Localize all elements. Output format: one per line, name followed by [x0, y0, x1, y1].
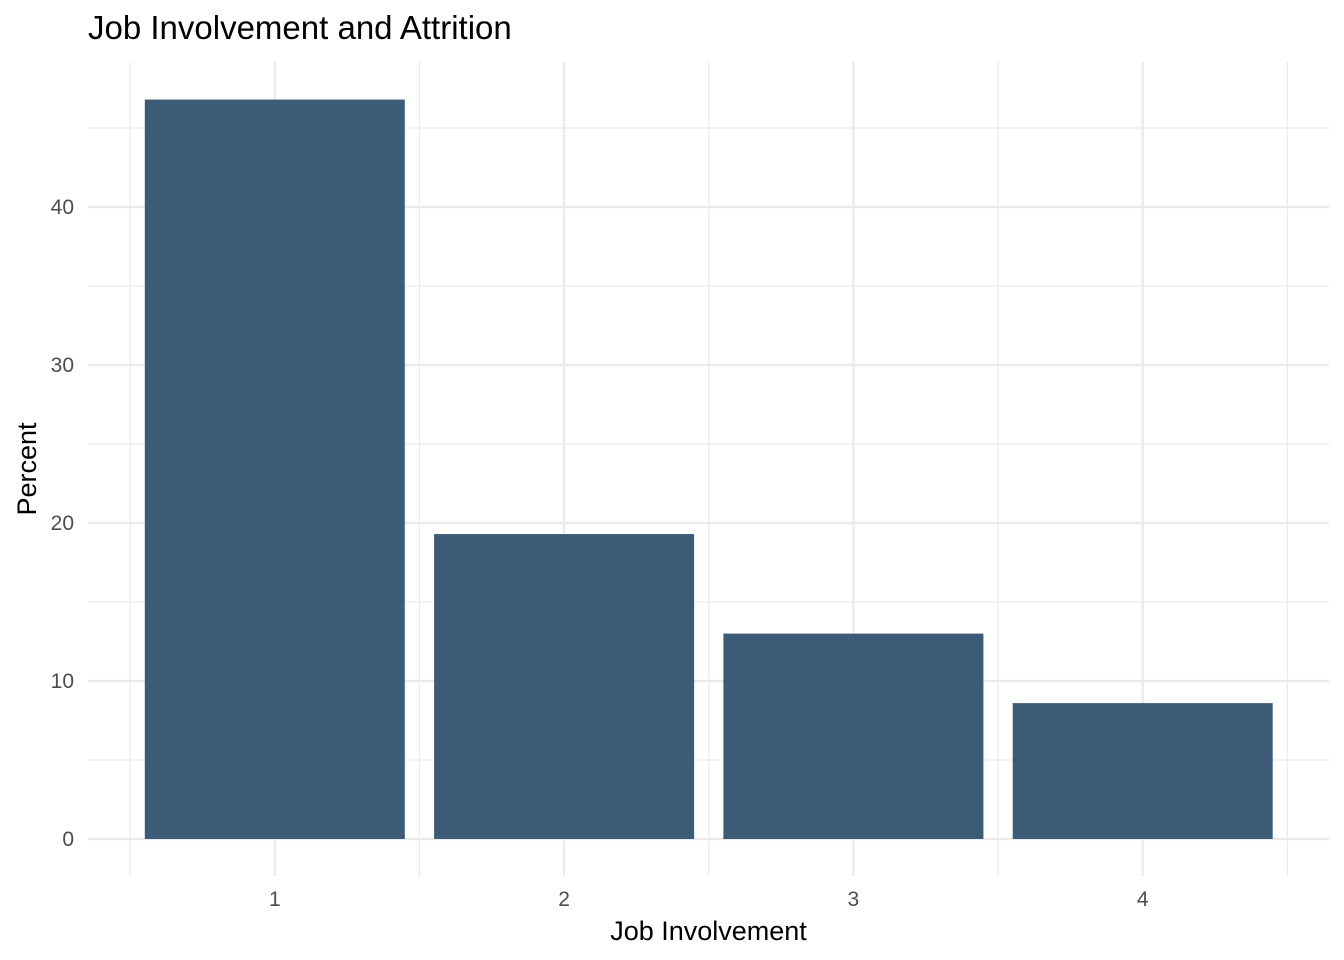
- bar-2: [434, 534, 695, 839]
- x-tick-label: 3: [848, 888, 860, 911]
- y-axis-ticks: 0 10 20 30 40: [51, 196, 74, 851]
- bar-series: [144, 99, 1273, 839]
- y-axis-title: Percent: [12, 422, 42, 516]
- y-tick-label: 40: [51, 196, 74, 219]
- x-tick-label: 2: [558, 888, 570, 911]
- x-tick-label: 1: [269, 888, 281, 911]
- bar-1: [144, 99, 405, 839]
- y-tick-label: 0: [62, 828, 74, 851]
- chart-title: Job Involvement and Attrition: [88, 9, 512, 46]
- y-tick-label: 30: [51, 354, 74, 377]
- bar-4: [1012, 703, 1273, 839]
- y-tick-label: 20: [51, 512, 74, 535]
- bar-3: [723, 633, 984, 839]
- x-axis-title: Job Involvement: [610, 916, 807, 946]
- x-axis-ticks: 1 2 3 4: [269, 888, 1149, 911]
- x-tick-label: 4: [1137, 888, 1149, 911]
- y-tick-label: 10: [51, 670, 74, 693]
